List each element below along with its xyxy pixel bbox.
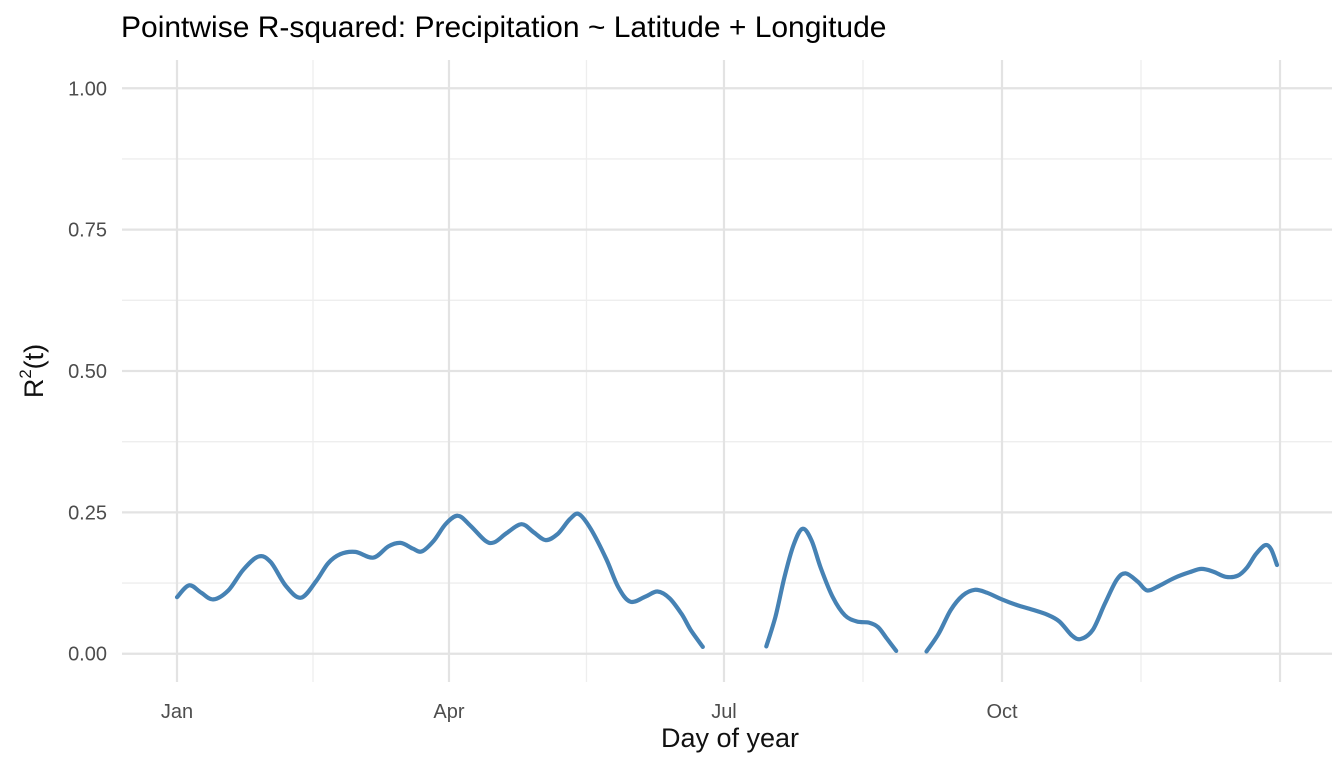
r2-line-segment <box>174 511 705 649</box>
y-tick-label: 0.00 <box>68 644 107 666</box>
y-tick-label: 1.00 <box>68 78 107 100</box>
r2-line-segment <box>764 526 899 653</box>
y-tick-label: 0.50 <box>68 361 107 383</box>
series-r2 <box>174 511 1280 654</box>
x-tick-label: Jul <box>711 701 737 723</box>
x-tick-label: Oct <box>986 701 1018 723</box>
x-axis-label: Day of year <box>660 723 800 753</box>
y-tick-label: 0.75 <box>68 220 107 242</box>
gridlines-minor <box>122 60 1332 682</box>
r2-line-segment <box>924 542 1280 654</box>
x-tick-label: Apr <box>433 701 464 723</box>
x-tick-labels: Jan Apr Jul Oct <box>161 701 1018 723</box>
y-tick-label: 0.25 <box>68 502 107 524</box>
y-tick-labels: 0.00 0.25 0.50 0.75 1.00 <box>68 78 107 665</box>
x-tick-label: Jan <box>161 701 193 723</box>
chart-title: Pointwise R-squared: Precipitation ~ Lat… <box>121 11 887 44</box>
gridlines-major <box>122 60 1332 682</box>
